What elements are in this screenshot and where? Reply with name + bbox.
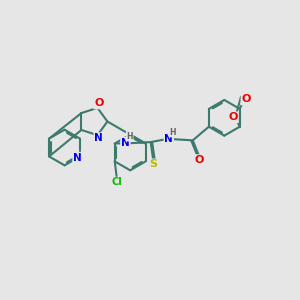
Text: S: S: [149, 159, 157, 170]
Text: N: N: [73, 153, 82, 163]
Text: H: H: [170, 128, 176, 137]
Text: O: O: [194, 155, 204, 165]
Text: O: O: [229, 112, 238, 122]
Text: H: H: [126, 132, 133, 141]
Text: O: O: [242, 94, 251, 104]
Text: N: N: [94, 133, 103, 143]
Text: Cl: Cl: [111, 177, 122, 188]
Text: O: O: [94, 98, 104, 108]
Text: N: N: [164, 134, 173, 144]
Text: N: N: [121, 138, 130, 148]
